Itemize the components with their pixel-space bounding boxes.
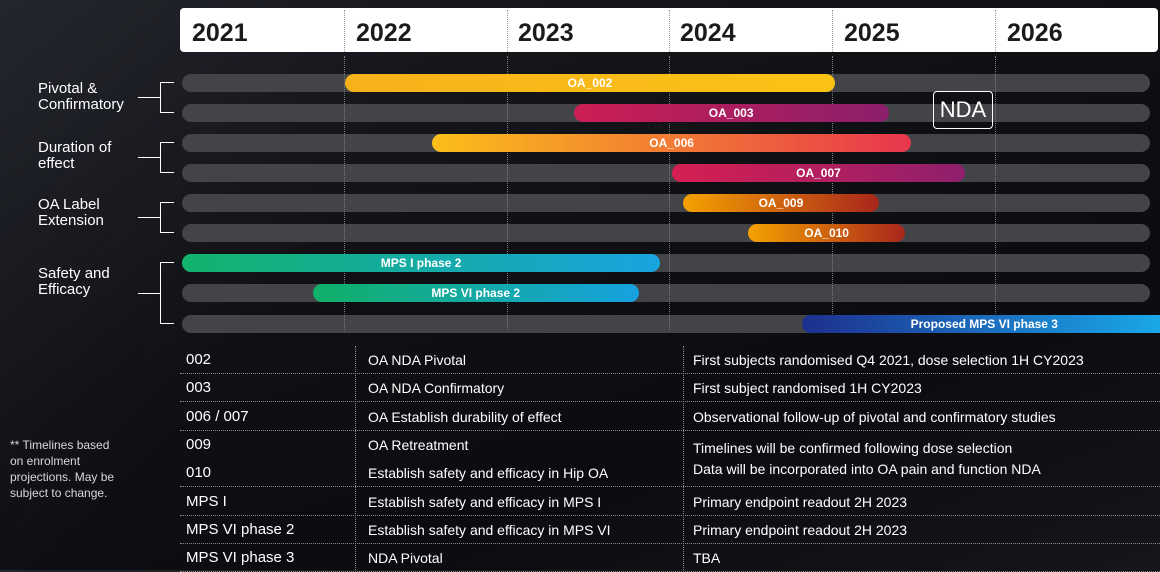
category-label-duration: Duration of effect [38,140,111,172]
year-divider [669,10,670,52]
study-id: 002 [186,351,212,368]
category-label-pivotal: Pivotal & Confirmatory [38,81,124,113]
category-bracket [160,142,174,173]
gantt-bar-oa-003: OA_003 [573,104,889,122]
study-note: Primary endpoint readout 2H 2023 [693,521,908,538]
gantt-bar-mps-i-phase-2: MPS I phase 2 [182,254,661,272]
table-row: 003 OA NDA Confirmatory First subject rand… [180,374,1160,403]
study-description: OA Establish durability of effect [368,408,562,425]
timeline-track [182,164,1150,182]
year-gridline [344,56,345,330]
category-line: Safety and [38,265,110,282]
footnote-line: on enrolment [10,454,81,468]
table-row: 002 OA NDA Pivotal First subjects randomis… [180,346,1160,374]
study-note: Data will be incorporated into OA pain a… [693,461,1041,478]
study-id: 010 [186,464,212,482]
year-label-2021: 2021 [192,19,248,47]
category-line: Confirmatory [38,96,124,113]
year-label-2025: 2025 [844,19,900,47]
category-bracket [160,82,174,113]
year-label-2022: 2022 [356,19,412,47]
table-row: 006 / 007 OA Establish durability of effe… [180,403,1160,431]
footnote-line: ** Timelines based [10,438,110,452]
category-label-oa-label: OA Label Extension [38,197,104,229]
year-label-2026: 2026 [1007,19,1063,47]
gantt-bar-proposed-mps-vi-phase-3: Proposed MPS VI phase 3 [802,315,1160,333]
study-id: MPS VI phase 3 [186,549,295,567]
study-note: TBA [693,550,721,567]
table-column-divider [683,346,684,570]
year-label-2024: 2024 [680,19,736,47]
gantt-bar-oa-010: OA_010 [748,224,905,242]
study-note: Primary endpoint readout 2H 2023 [693,493,908,510]
bracket-stub [138,157,160,158]
ghost-label: OA_006 [648,121,689,133]
study-note: Observational follow-up of pivotal and c… [693,408,1056,425]
year-gridline [995,56,996,330]
category-line: Efficacy [38,281,91,298]
table-row: MPS I Establish safety and efficacy in MP… [180,488,1160,516]
gantt-bar-oa-009: OA_009 [683,194,879,212]
year-divider [832,10,833,52]
bracket-stub [138,293,160,294]
year-gridline [832,56,833,330]
study-description: NDA Pivotal [368,550,443,567]
study-description: OA NDA Confirmatory [368,380,505,397]
gantt-bar-oa-006: OA_006 [431,134,912,152]
category-line: OA Label [38,196,100,213]
study-description: Establish safety and efficacy in MPS VI [368,521,611,538]
study-id: MPS I [186,492,227,510]
study-id: 003 [186,379,212,397]
timeline-track [182,224,1150,242]
study-description: OA Retreatment [368,436,469,453]
study-id: MPS VI phase 2 [186,520,295,538]
study-description: OA NDA Pivotal [368,352,467,368]
table-row: 009 OA Retreatment Timelines will be confi… [180,431,1160,459]
year-label-2023: 2023 [518,19,574,47]
footnote-line: subject to change. [10,486,108,500]
year-divider [507,10,508,52]
timeline-track [182,194,1150,212]
footnote: ** Timelines based on enrolment projecti… [10,437,130,501]
category-bracket [160,262,174,324]
study-description: Establish safety and efficacy in MPS I [368,493,602,510]
study-description: Establish safety and efficacy in Hip OA [368,465,609,482]
table-row: 010 Establish safety and efficacy in Hip … [180,459,1160,488]
gantt-bar-oa-002: OA_002 [345,74,835,92]
study-id: 006 / 007 [186,407,249,425]
year-gridline [507,56,508,330]
category-bracket [160,202,174,233]
category-line: Pivotal & [38,80,98,97]
table-row: MPS VI phase 2 Establish safety and effic… [180,516,1160,544]
category-line: Extension [38,212,104,229]
category-line: Duration of [38,139,112,156]
footnote-line: projections. May be [10,470,115,484]
gantt-bar-mps-vi-phase-2: MPS VI phase 2 [312,284,639,302]
year-divider [995,10,996,52]
year-divider [344,10,345,52]
study-note: Timelines will be confirmed following do… [693,439,1013,456]
bracket-stub [138,217,160,218]
category-line: effect [38,155,75,172]
year-gridline [669,56,670,330]
study-id: 009 [186,435,212,453]
bracket-stub [138,97,160,98]
table-row: MPS VI phase 3 NDA Pivotal TBA [180,544,1160,572]
study-note: First subjects randomised Q4 2021, dose … [693,352,1084,368]
table-column-divider [355,346,356,570]
study-note: First subject randomised 1H CY2023 [693,380,922,397]
gantt-bar-oa-007: OA_007 [671,164,966,182]
category-label-safety: Safety and Efficacy [38,266,110,298]
nda-box: NDA [933,91,993,129]
